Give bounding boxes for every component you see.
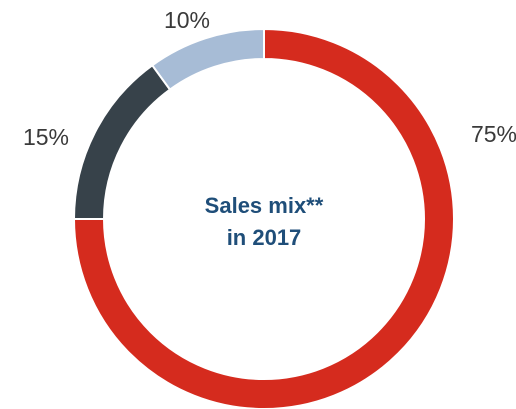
slice-label-15: 15% <box>23 124 69 150</box>
donut-slice-15 <box>72 63 172 220</box>
slice-label-10: 10% <box>164 7 210 33</box>
center-title-line-2: in 2017 <box>227 225 302 250</box>
center-title-line-1: Sales mix** <box>205 193 324 218</box>
donut-slice-75 <box>72 27 455 409</box>
donut-slice-10 <box>150 27 265 91</box>
donut-slices <box>72 27 455 409</box>
slice-label-75: 75% <box>471 121 516 147</box>
